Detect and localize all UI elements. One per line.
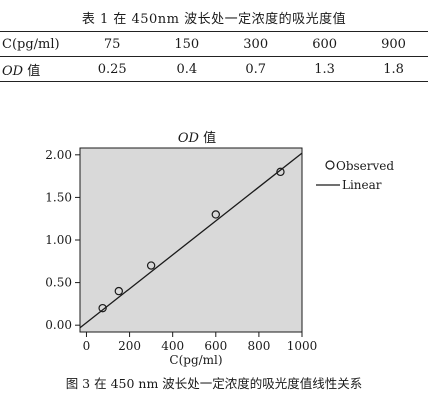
legend-observed-label: Observed <box>336 159 394 173</box>
observed-point <box>98 303 107 313</box>
row-label-italic: OD <box>2 63 24 79</box>
linear-fit-line <box>79 152 303 329</box>
row-label: OD 值 <box>0 56 72 82</box>
x-tick-label: 400 <box>161 339 184 353</box>
x-axis-label: C(pg/ml) <box>169 353 222 367</box>
table-caption: 表 1 在 450nm 波长处一定浓度的吸光度值 <box>81 12 347 27</box>
x-tick-label: 0 <box>83 339 91 353</box>
legend: Observed Linear <box>316 159 394 192</box>
y-tick-label: 2.00 <box>45 148 72 162</box>
x-tick-label: 800 <box>247 339 270 353</box>
observed-point <box>146 261 156 270</box>
header-cell: 300 <box>221 31 291 57</box>
header-cell: 75 <box>72 31 153 57</box>
figure-caption: 图 3 在 450 nm 波长处一定浓度的吸光度值线性关系 <box>66 376 363 391</box>
legend-linear-label: Linear <box>342 178 382 192</box>
x-tick-label: 600 <box>204 339 227 353</box>
scatter-chart: OD 值 0 200 400 600 800 1000 0.00 0.50 1.00 1.50 2.… <box>45 130 394 391</box>
table-header-row: C(pg/ml) 75 150 300 600 900 <box>0 31 428 57</box>
header-cell: 150 <box>152 31 222 57</box>
observed-point <box>114 286 123 296</box>
header-cell: 900 <box>359 31 428 57</box>
y-tick-label: 1.00 <box>45 233 72 247</box>
chart-title-italic: OD <box>178 131 200 146</box>
header-cell: 600 <box>290 31 360 57</box>
legend-observed-marker <box>325 160 335 170</box>
table-row: OD 值 0.25 0.4 0.7 1.3 1.8 <box>0 56 428 82</box>
chart-title-suffix: 值 <box>199 130 216 146</box>
y-tick-label: 0.00 <box>45 318 72 332</box>
value-cell: 0.25 <box>72 56 153 82</box>
chart-title: OD 值 <box>178 130 216 146</box>
y-tick-label: 1.50 <box>45 190 72 204</box>
header-label: C(pg/ml) <box>0 31 72 57</box>
value-cell: 1.8 <box>359 56 428 82</box>
chart-container: OD 值 0 200 400 600 800 1000 0.00 0.50 1.00 1.50 2.… <box>0 120 428 400</box>
value-cell: 1.3 <box>290 56 360 82</box>
row-label-suffix: 值 <box>23 63 41 79</box>
y-tick-label: 0.50 <box>45 276 72 290</box>
data-table: C(pg/ml) 75 150 300 600 900 OD 值 0.25 0.… <box>0 31 428 82</box>
observed-point <box>276 167 285 177</box>
value-cell: 0.4 <box>152 56 222 82</box>
value-cell: 0.7 <box>221 56 291 82</box>
x-tick-label: 200 <box>118 339 141 353</box>
observed-point <box>211 210 220 219</box>
x-tick-label: 1000 <box>287 339 318 353</box>
